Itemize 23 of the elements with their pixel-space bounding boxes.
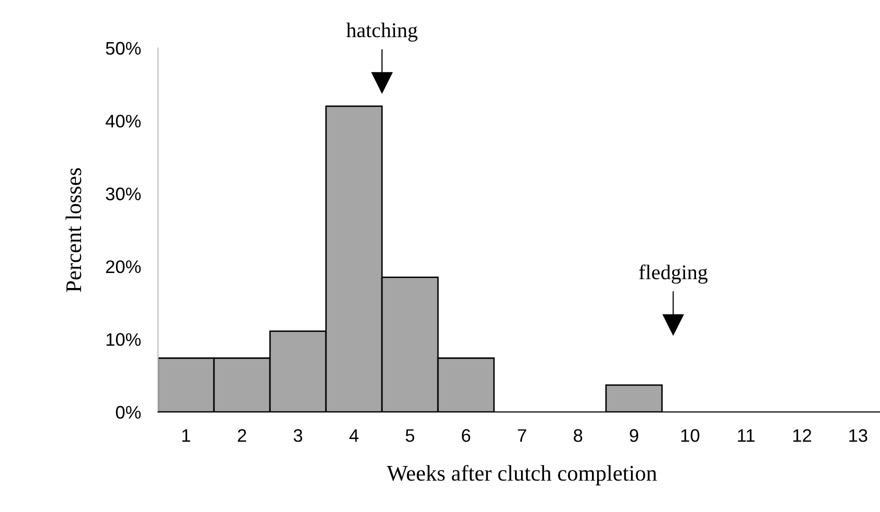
x-tick-label: 10 xyxy=(681,429,700,442)
x-tick-label: 2 xyxy=(238,429,246,442)
x-tick-label: 4 xyxy=(349,429,358,442)
y-tick-label: 30% xyxy=(106,188,141,200)
ref-line-label: fledging xyxy=(639,264,708,284)
y-tick-label: 0% xyxy=(116,406,141,419)
x-tick-label: 11 xyxy=(738,429,754,442)
x-tick-label: 13 xyxy=(849,429,868,442)
ref-line-label: hatching xyxy=(346,22,418,42)
y-axis-title: Percent losses xyxy=(66,168,82,292)
x-axis-title: Weeks after clutch completion xyxy=(386,464,657,486)
x-tick-label: 12 xyxy=(793,429,812,442)
x-tick-label: 6 xyxy=(462,429,470,442)
y-tick-label: 10% xyxy=(106,333,141,346)
x-tick-label: 9 xyxy=(630,429,638,442)
x-tick-label: 7 xyxy=(518,429,526,442)
y-tick-label: 40% xyxy=(106,114,141,128)
x-tick-label: 5 xyxy=(406,429,414,442)
x-tick-label: 1 xyxy=(182,429,190,442)
x-tick-label: 8 xyxy=(574,429,582,442)
y-tick-label: 20% xyxy=(106,260,141,274)
x-tick-label: 3 xyxy=(294,429,302,442)
y-tick-label: 50% xyxy=(106,42,141,55)
